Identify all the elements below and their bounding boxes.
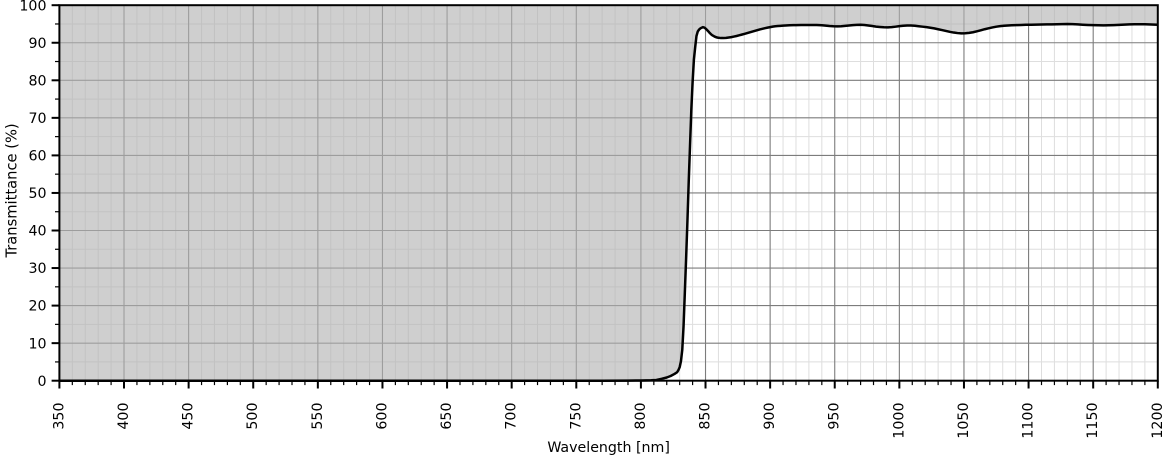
x-tick-label: 1000 (891, 403, 907, 439)
x-tick-label: 1050 (956, 403, 972, 439)
x-tick-label: 700 (504, 403, 520, 430)
x-tick-label: 500 (245, 403, 261, 430)
x-tick-label: 1200 (1150, 403, 1165, 439)
curve (59, 22, 1158, 382)
ticks (51, 4, 1159, 389)
x-tick-label: 600 (374, 403, 390, 430)
blocked-band-fill (59, 5, 1158, 381)
y-axis-title: Transmittance (%) (4, 123, 21, 258)
x-tick-label: 1150 (1085, 403, 1101, 439)
y-tick-label: 30 (28, 261, 46, 277)
y-tick-label: 100 (19, 0, 46, 14)
x-tick-label: 800 (633, 403, 649, 430)
y-tick-label: 90 (28, 36, 46, 52)
transmittance-curve (59, 22, 1158, 382)
fill-above-curve (59, 5, 1158, 381)
y-tick-label: 50 (28, 186, 46, 202)
axis-titles: Wavelength [nm] Transmittance (%) (4, 123, 670, 456)
y-tick-label: 10 (28, 336, 46, 352)
x-tick-label: 1100 (1021, 403, 1037, 439)
y-tick-label: 40 (28, 224, 46, 240)
x-tick-label: 900 (762, 403, 778, 430)
x-tick-label: 350 (51, 403, 67, 430)
x-tick-label: 400 (116, 403, 132, 430)
x-tick-label: 750 (568, 403, 584, 430)
y-tick-label: 80 (28, 73, 46, 89)
x-tick-label: 650 (439, 403, 455, 430)
x-tick-label: 450 (181, 403, 197, 430)
y-tick-label: 60 (28, 149, 46, 165)
y-tick-label: 70 (28, 111, 46, 127)
x-tick-label: 950 (827, 403, 843, 430)
y-tick-label: 20 (28, 299, 46, 315)
y-tick-label: 0 (37, 374, 46, 390)
x-tick-label: 550 (310, 403, 326, 430)
x-axis-title: Wavelength [nm] (547, 440, 670, 455)
tick-labels: 350 400 450 500 550 600 650 700 750 800 850 900 950 1… (19, 0, 1165, 439)
x-tick-label: 850 (698, 403, 714, 430)
